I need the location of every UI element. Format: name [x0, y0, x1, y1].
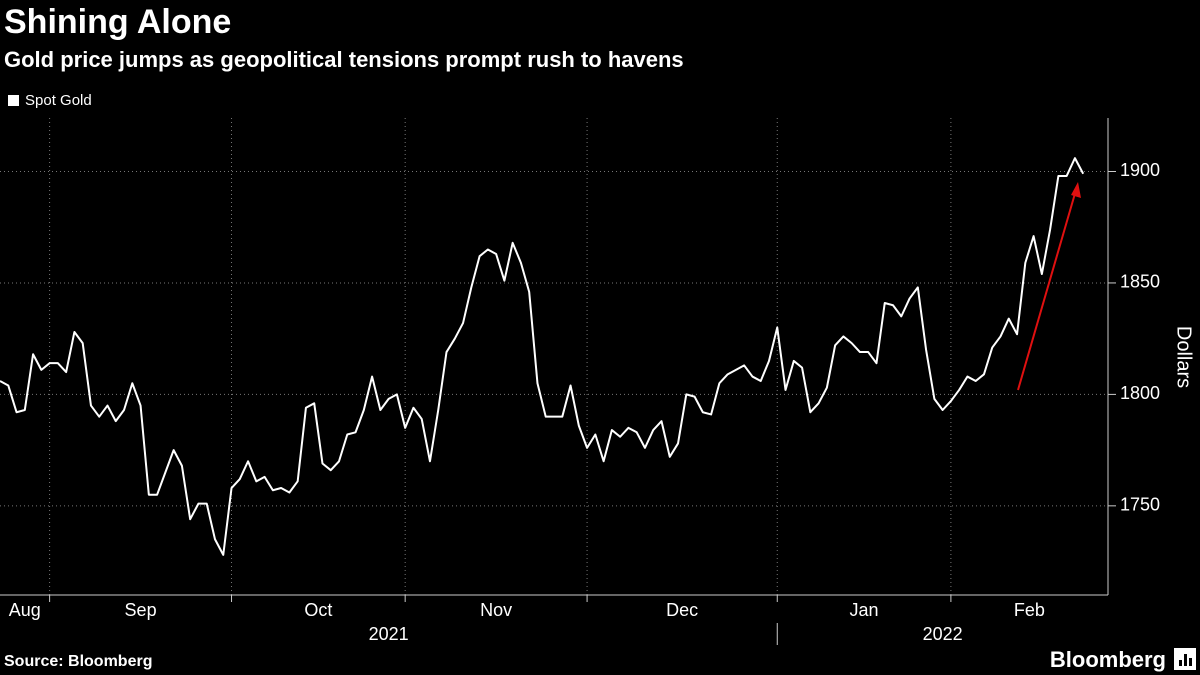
x-tick-label: Nov	[480, 600, 512, 620]
legend-swatch	[8, 95, 19, 106]
annotation-arrowhead	[1071, 182, 1081, 198]
brand-icon	[1174, 648, 1196, 670]
x-tick-label: Jan	[850, 600, 879, 620]
year-label: 2022	[923, 624, 963, 644]
chart-title: Shining Alone	[4, 3, 231, 41]
line-series	[0, 157, 1085, 556]
x-tick-label: Oct	[304, 600, 332, 620]
chart-subtitle: Gold price jumps as geopolitical tension…	[4, 47, 684, 72]
source: Source: Bloomberg	[4, 653, 152, 670]
x-tick-label: Feb	[1014, 600, 1045, 620]
legend-label: Spot Gold	[25, 92, 92, 109]
y-tick-label: 1850	[1120, 272, 1160, 292]
brand: Bloomberg	[1050, 647, 1166, 672]
y-tick-label: 1800	[1120, 383, 1160, 403]
y-tick-label: 1750	[1120, 495, 1160, 515]
x-tick-label: Dec	[666, 600, 698, 620]
y-axis-label: Dollars	[1173, 326, 1195, 388]
y-tick-label: 1900	[1120, 160, 1160, 180]
x-tick-label: Aug	[9, 600, 41, 620]
year-label: 2021	[369, 624, 409, 644]
x-tick-label: Sep	[125, 600, 157, 620]
annotation-arrow	[1017, 189, 1077, 391]
